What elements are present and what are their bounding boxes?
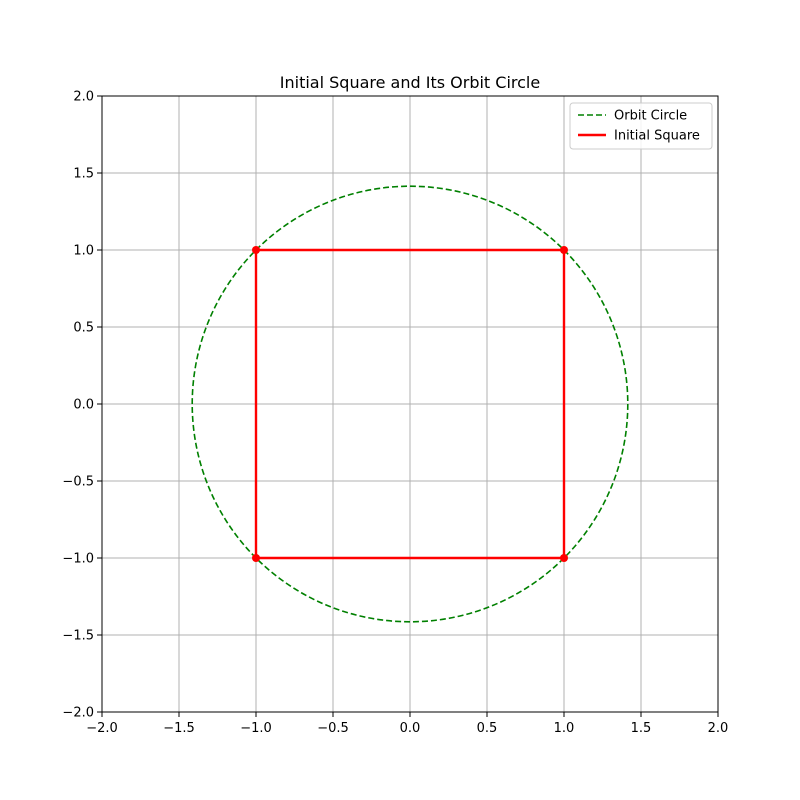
square-vertex-marker (252, 246, 260, 254)
y-tick-label: 1.0 (73, 244, 94, 259)
square-vertex-marker (252, 554, 260, 562)
plot-area (191, 185, 629, 623)
y-tick-label: −2.0 (62, 706, 94, 721)
square-vertex-marker (560, 554, 568, 562)
legend-label: Orbit Circle (614, 109, 687, 124)
legend: Orbit Circle Initial Square (569, 102, 713, 150)
x-axis-ticks: −2.0 −1.5 −1.0 −0.5 0.0 0.5 1.0 1.5 2.0 (86, 712, 728, 736)
y-tick-label: −0.5 (62, 475, 94, 490)
x-tick-label: −1.0 (240, 721, 272, 736)
legend-label: Initial Square (614, 129, 700, 144)
y-tick-label: −1.0 (62, 552, 94, 567)
y-axis-ticks: −2.0 −1.5 −1.0 −0.5 0.0 0.5 1.0 1.5 2.0 (62, 90, 102, 721)
axes-frame (101, 95, 719, 713)
orbit-circle (191, 185, 629, 623)
x-tick-label: −0.5 (317, 721, 349, 736)
x-tick-label: 0.5 (477, 721, 498, 736)
x-tick-label: 1.5 (631, 721, 652, 736)
x-tick-label: 1.0 (554, 721, 575, 736)
y-tick-label: 2.0 (73, 90, 94, 105)
y-tick-label: −1.5 (62, 629, 94, 644)
x-tick-label: 0.0 (400, 721, 421, 736)
x-tick-label: 2.0 (708, 721, 729, 736)
x-tick-label: −2.0 (86, 721, 118, 736)
chart-title: Initial Square and Its Orbit Circle (280, 73, 540, 92)
x-tick-label: −1.5 (163, 721, 195, 736)
y-tick-label: 1.5 (73, 167, 94, 182)
square-vertex-marker (560, 246, 568, 254)
y-tick-label: 0.0 (73, 398, 94, 413)
y-tick-label: 0.5 (73, 321, 94, 336)
